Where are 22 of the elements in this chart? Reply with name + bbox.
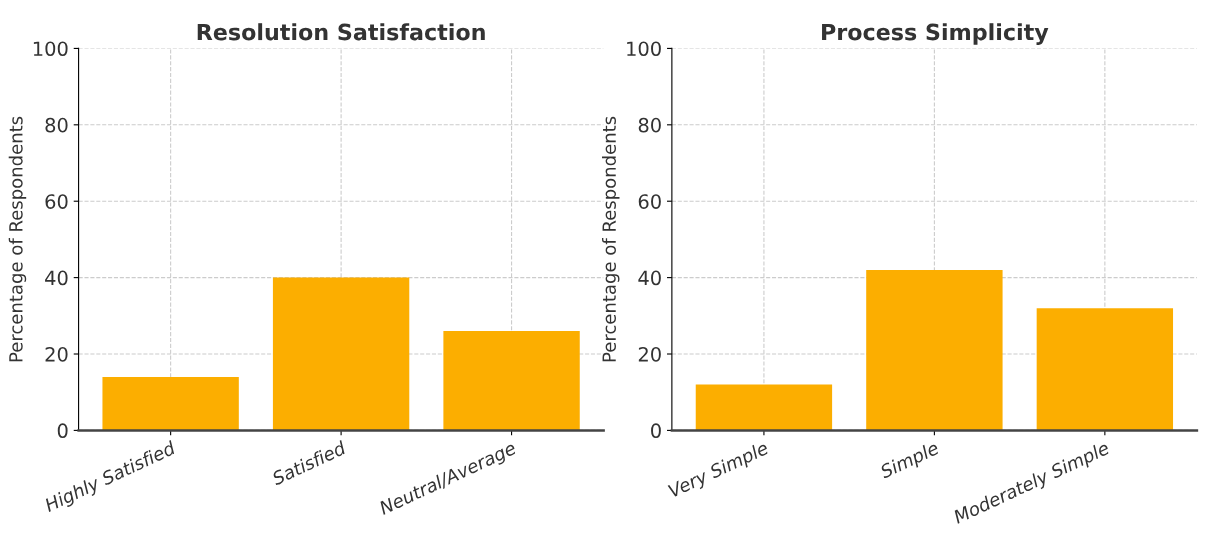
y-tick-label: 20 bbox=[638, 346, 661, 362]
bar bbox=[102, 376, 239, 431]
y-tick-label: 60 bbox=[45, 194, 68, 209]
y-tick-label: 0 bbox=[57, 423, 68, 439]
bar bbox=[272, 277, 410, 431]
y-tick-label: 100 bbox=[627, 41, 661, 57]
bar bbox=[1036, 308, 1174, 431]
y-axis-title: Percentage of Respondents bbox=[8, 116, 27, 362]
y-tick-label: 0 bbox=[651, 423, 661, 439]
y-tick-label: 100 bbox=[33, 41, 68, 57]
bar bbox=[443, 331, 580, 431]
y-tick-label: 60 bbox=[638, 194, 661, 209]
y-tick-label: 20 bbox=[45, 346, 68, 362]
y-tick-label: 40 bbox=[638, 270, 661, 286]
chart-title: Process Simplicity bbox=[822, 23, 1049, 45]
bar bbox=[695, 384, 833, 431]
chart-title: Resolution Satisfaction bbox=[197, 23, 485, 41]
bar bbox=[866, 269, 1003, 431]
y-tick-label: 40 bbox=[45, 270, 68, 286]
y-tick-label: 80 bbox=[638, 117, 661, 133]
y-axis-title: Percentage of Respondents bbox=[602, 116, 620, 362]
y-tick-label: 80 bbox=[45, 117, 68, 133]
